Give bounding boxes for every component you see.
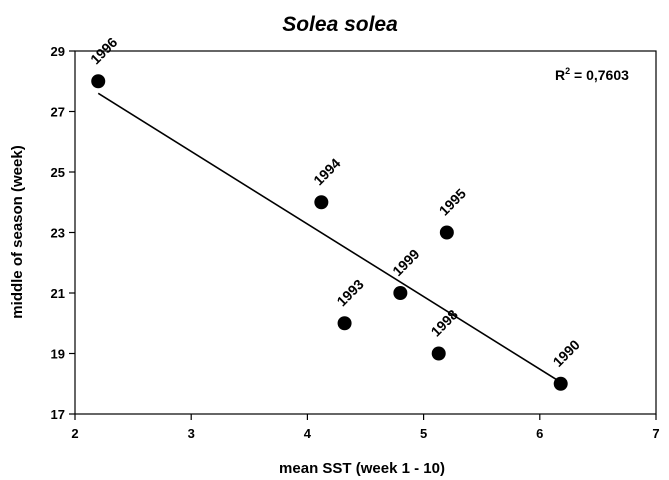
y-tick-label: 27 — [51, 105, 65, 120]
y-axis-label: middle of season (week) — [9, 145, 26, 318]
y-tick-label: 21 — [51, 286, 65, 301]
y-tick-label: 25 — [51, 165, 65, 180]
point-year-label: 1995 — [436, 185, 469, 218]
data-point — [431, 346, 446, 361]
data-point — [393, 286, 408, 300]
x-tick-label: 6 — [536, 426, 543, 441]
data-point — [91, 74, 106, 89]
data-point — [314, 195, 329, 210]
x-tick-label: 3 — [188, 426, 195, 441]
r-squared-prefix: R — [555, 67, 565, 83]
x-axis: 2 3 4 5 6 7 — [71, 414, 660, 441]
point-year-label: 1990 — [550, 336, 583, 369]
x-tick-label: 2 — [71, 426, 78, 441]
r-squared-annotation: R2 = 0,7603 — [555, 66, 629, 83]
y-tick-label: 29 — [51, 44, 65, 59]
point-year-label: 1994 — [310, 155, 343, 188]
point-year-label: 1998 — [428, 306, 461, 339]
x-tick-label: 5 — [420, 426, 427, 441]
data-point — [439, 225, 454, 240]
y-tick-label: 17 — [51, 407, 65, 422]
chart-title: Solea solea — [282, 13, 398, 36]
x-tick-label: 4 — [304, 426, 312, 441]
point-year-label: 1993 — [333, 276, 366, 309]
y-tick-label: 19 — [51, 347, 65, 362]
trend-line — [97, 92, 562, 383]
point-year-label: 1999 — [389, 246, 422, 279]
r-squared-value: = 0,7603 — [570, 67, 629, 83]
x-tick-label: 7 — [652, 426, 659, 441]
data-point — [553, 376, 568, 391]
y-tick-label: 23 — [51, 226, 65, 241]
x-axis-label: mean SST (week 1 - 10) — [279, 460, 445, 477]
r-squared-exponent: 2 — [565, 66, 570, 76]
y-axis: 17 19 21 23 25 27 29 — [51, 44, 75, 422]
data-point — [337, 316, 352, 331]
